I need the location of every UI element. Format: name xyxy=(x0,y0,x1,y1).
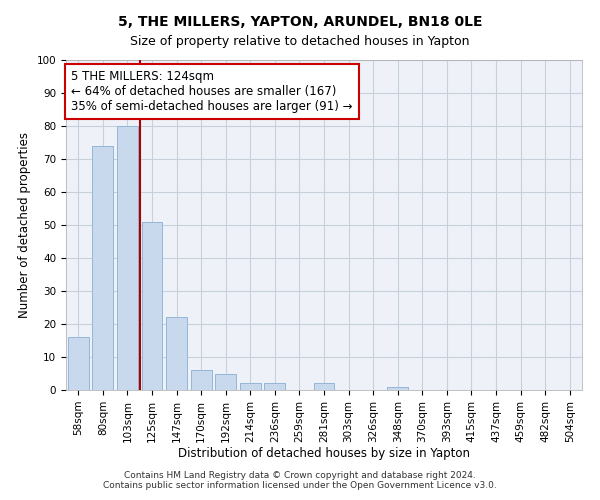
Bar xyxy=(92,146,113,390)
Bar xyxy=(265,384,286,390)
Bar xyxy=(240,384,261,390)
X-axis label: Distribution of detached houses by size in Yapton: Distribution of detached houses by size … xyxy=(178,448,470,460)
Text: 5, THE MILLERS, YAPTON, ARUNDEL, BN18 0LE: 5, THE MILLERS, YAPTON, ARUNDEL, BN18 0L… xyxy=(118,15,482,29)
Bar xyxy=(68,337,89,390)
Text: 5 THE MILLERS: 124sqm
← 64% of detached houses are smaller (167)
35% of semi-det: 5 THE MILLERS: 124sqm ← 64% of detached … xyxy=(71,70,353,113)
Text: Size of property relative to detached houses in Yapton: Size of property relative to detached ho… xyxy=(130,35,470,48)
Bar xyxy=(191,370,212,390)
Text: Contains HM Land Registry data © Crown copyright and database right 2024.
Contai: Contains HM Land Registry data © Crown c… xyxy=(103,470,497,490)
Bar xyxy=(142,222,163,390)
Bar xyxy=(215,374,236,390)
Bar xyxy=(117,126,138,390)
Bar xyxy=(314,384,334,390)
Bar xyxy=(387,386,408,390)
Bar xyxy=(166,318,187,390)
Y-axis label: Number of detached properties: Number of detached properties xyxy=(18,132,31,318)
